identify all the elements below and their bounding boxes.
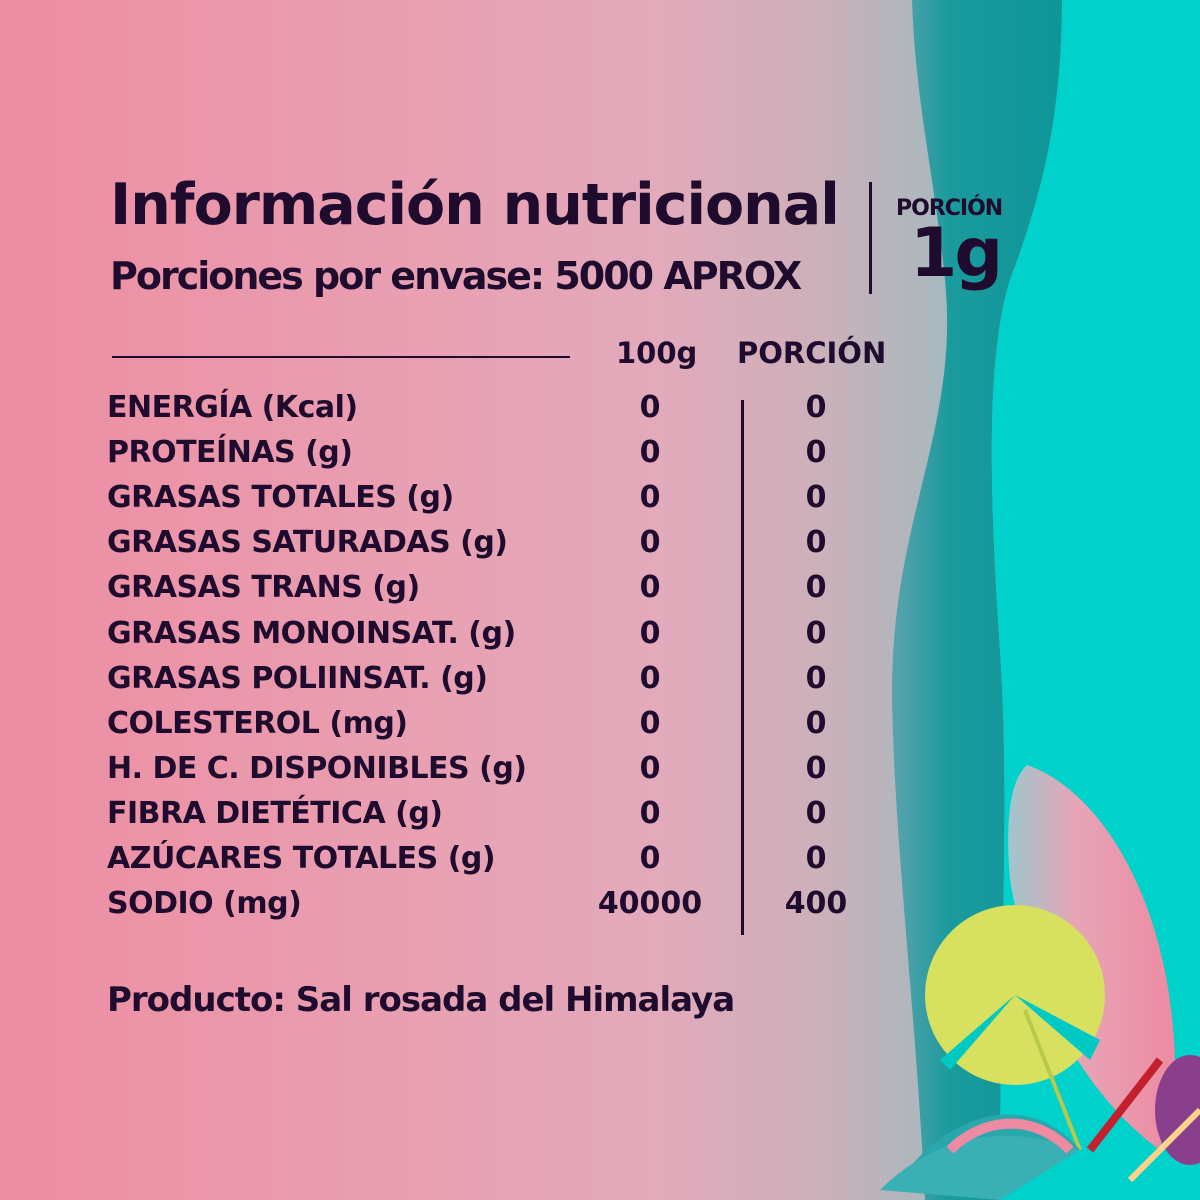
value-portion: 0 bbox=[805, 525, 827, 561]
value-100g: 0 bbox=[639, 660, 661, 696]
value-100g: 0 bbox=[639, 705, 661, 741]
value-portion: 0 bbox=[805, 660, 827, 696]
nutrient-label: ENERGÍA (Kcal) bbox=[107, 390, 358, 425]
value-portion: 0 bbox=[805, 480, 827, 516]
product-name: Producto: Sal rosada del Himalaya bbox=[107, 980, 735, 1020]
leaf-fern-icon bbox=[880, 1055, 1200, 1200]
value-100g: 0 bbox=[639, 570, 661, 606]
table-row: SODIO (mg) 40000 400 bbox=[107, 886, 867, 931]
nutrient-label: SODIO (mg) bbox=[107, 886, 302, 922]
portion-value: 1g bbox=[910, 214, 1003, 293]
portion-label: PORCIÓN bbox=[896, 196, 1003, 221]
value-100g: 0 bbox=[639, 435, 661, 471]
nutrient-label: AZÚCARES TOTALES (g) bbox=[107, 841, 496, 876]
nutrient-label: FIBRA DIETÉTICA (g) bbox=[107, 795, 443, 831]
value-portion: 0 bbox=[805, 615, 827, 651]
value-100g: 0 bbox=[639, 795, 661, 831]
value-100g: 0 bbox=[639, 525, 661, 561]
column-header-portion: PORCIÓN bbox=[737, 336, 887, 370]
nutrient-label: GRASAS POLIINSAT. (g) bbox=[107, 660, 488, 696]
nutrient-label: GRASAS MONOINSAT. (g) bbox=[107, 615, 516, 651]
table-row: GRASAS MONOINSAT. (g) 0 0 bbox=[107, 616, 867, 661]
servings-per-package: Porciones por envase: 5000 APROX bbox=[110, 254, 802, 298]
value-portion: 0 bbox=[805, 435, 827, 471]
nutrient-label: GRASAS TRANS (g) bbox=[107, 570, 420, 606]
column-header-100g: 100g bbox=[616, 336, 698, 370]
value-100g: 40000 bbox=[597, 886, 703, 922]
table-row: H. DE C. DISPONIBLES (g) 0 0 bbox=[107, 751, 867, 796]
value-portion: 0 bbox=[805, 705, 827, 741]
table-row: FIBRA DIETÉTICA (g) 0 0 bbox=[107, 796, 867, 841]
table-row: GRASAS SATURADAS (g) 0 0 bbox=[107, 525, 867, 570]
value-100g: 0 bbox=[639, 480, 661, 516]
nutrient-label: COLESTEROL (mg) bbox=[107, 705, 408, 741]
column-divider bbox=[741, 400, 744, 935]
value-portion: 0 bbox=[805, 841, 827, 876]
nutrient-label: PROTEÍNAS (g) bbox=[107, 435, 353, 471]
table-row: AZÚCARES TOTALES (g) 0 0 bbox=[107, 841, 867, 886]
value-portion: 0 bbox=[805, 390, 827, 425]
value-portion: 400 bbox=[784, 886, 848, 922]
table-row: ENERGÍA (Kcal) 0 0 bbox=[107, 390, 867, 435]
table-row: GRASAS TRANS (g) 0 0 bbox=[107, 570, 867, 615]
value-100g: 0 bbox=[639, 615, 661, 651]
value-portion: 0 bbox=[805, 570, 827, 606]
value-portion: 0 bbox=[805, 795, 827, 831]
nutrient-label: GRASAS TOTALES (g) bbox=[107, 480, 454, 516]
table-row: PROTEÍNAS (g) 0 0 bbox=[107, 435, 867, 480]
header-divider bbox=[869, 182, 872, 294]
nutrient-label: H. DE C. DISPONIBLES (g) bbox=[107, 750, 527, 786]
value-100g: 0 bbox=[639, 841, 661, 876]
table-row: GRASAS POLIINSAT. (g) 0 0 bbox=[107, 661, 867, 706]
table-header-divider bbox=[112, 356, 570, 358]
nutrient-label: GRASAS SATURADAS (g) bbox=[107, 525, 508, 561]
table-row: GRASAS TOTALES (g) 0 0 bbox=[107, 480, 867, 525]
value-portion: 0 bbox=[805, 750, 827, 786]
teal-wave bbox=[891, 0, 1062, 1200]
table-row: COLESTEROL (mg) 0 0 bbox=[107, 706, 867, 751]
value-100g: 0 bbox=[639, 750, 661, 786]
leaf-fan-palm-icon bbox=[925, 905, 1105, 1151]
page-title: Información nutricional bbox=[110, 172, 840, 238]
value-100g: 0 bbox=[639, 390, 661, 425]
